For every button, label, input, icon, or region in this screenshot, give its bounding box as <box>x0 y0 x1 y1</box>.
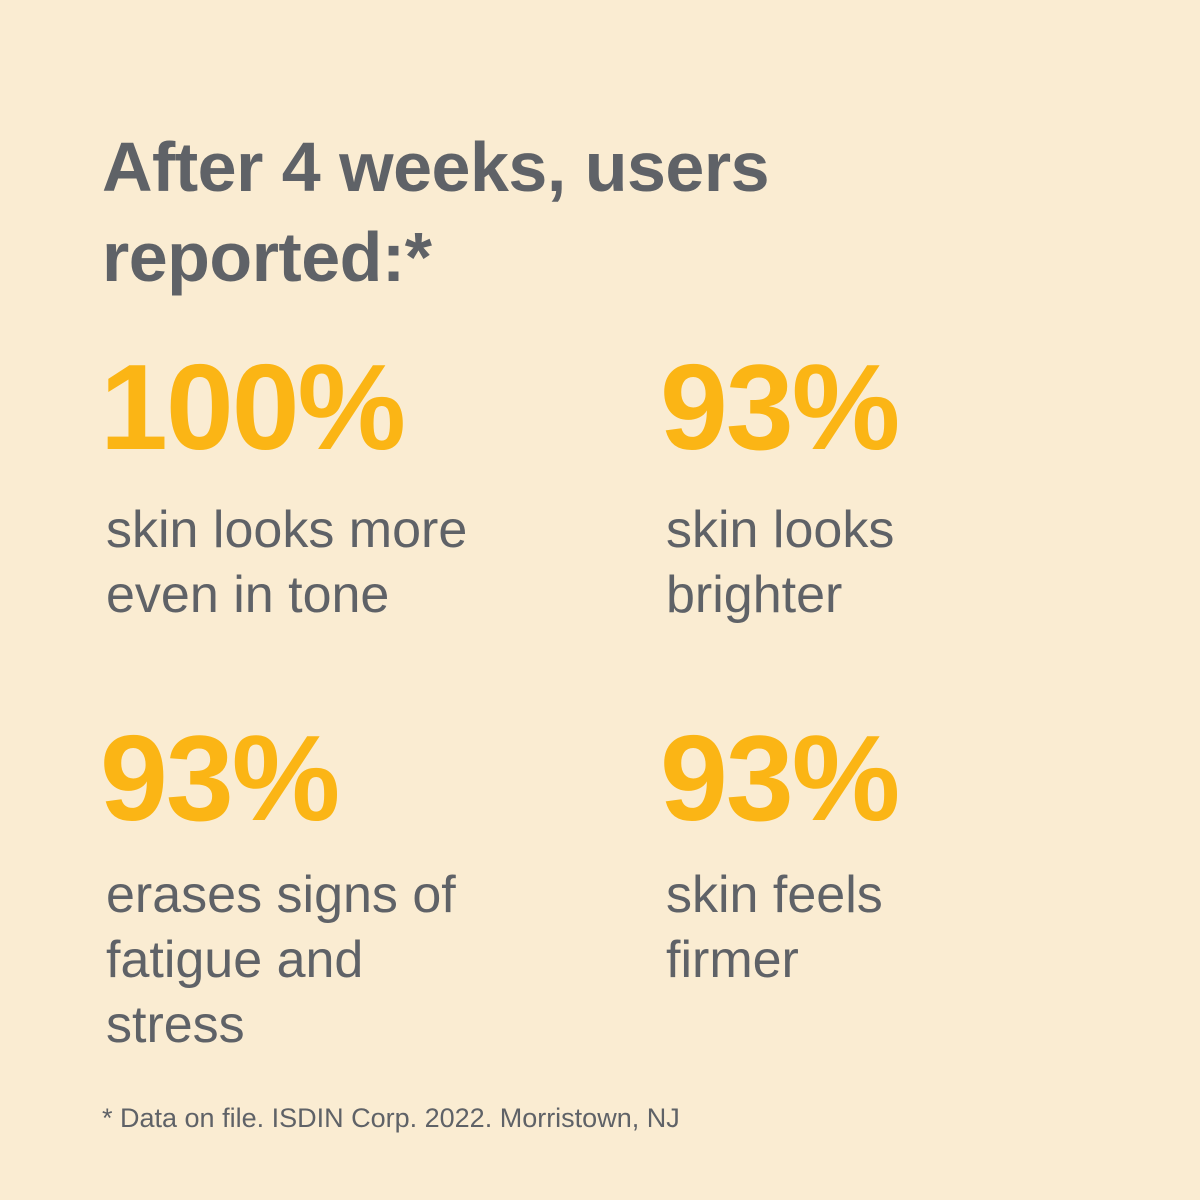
stat-value: 93% <box>100 710 340 846</box>
stat-description: skin feels firmer <box>660 863 1140 993</box>
stat-description-line: even in tone <box>106 566 390 624</box>
headline-line-1: After 4 weeks, users <box>102 128 770 206</box>
stat-fatigue: 93% erases signs of fatigue and stress <box>100 717 580 1058</box>
stat-description: skin looks brighter <box>660 498 1140 628</box>
stat-description-line: stress <box>106 996 245 1054</box>
stat-value: 93% <box>660 710 900 846</box>
footnote: * Data on file. ISDIN Corp. 2022. Morris… <box>102 1103 680 1133</box>
headline: After 4 weeks, users reported:* <box>102 122 1102 302</box>
stat-description-line: brighter <box>666 566 843 624</box>
stat-description-line: skin looks more <box>106 501 468 559</box>
stat-description: erases signs of fatigue and stress <box>100 863 580 1058</box>
stat-firmer: 93% skin feels firmer <box>660 717 1140 993</box>
headline-line-2: reported:* <box>102 218 432 296</box>
stat-value: 93% <box>660 339 900 475</box>
stat-description: skin looks more even in tone <box>100 498 580 628</box>
stat-description-line: fatigue and <box>106 931 364 989</box>
stat-description-line: erases signs of <box>106 866 456 924</box>
stat-description-line: firmer <box>666 931 799 989</box>
stat-description-line: skin looks <box>666 501 895 559</box>
stat-brighter: 93% skin looks brighter <box>660 346 1140 628</box>
stat-value: 100% <box>100 339 406 475</box>
stat-description-line: skin feels <box>666 866 883 924</box>
stat-even-tone: 100% skin looks more even in tone <box>100 346 580 628</box>
